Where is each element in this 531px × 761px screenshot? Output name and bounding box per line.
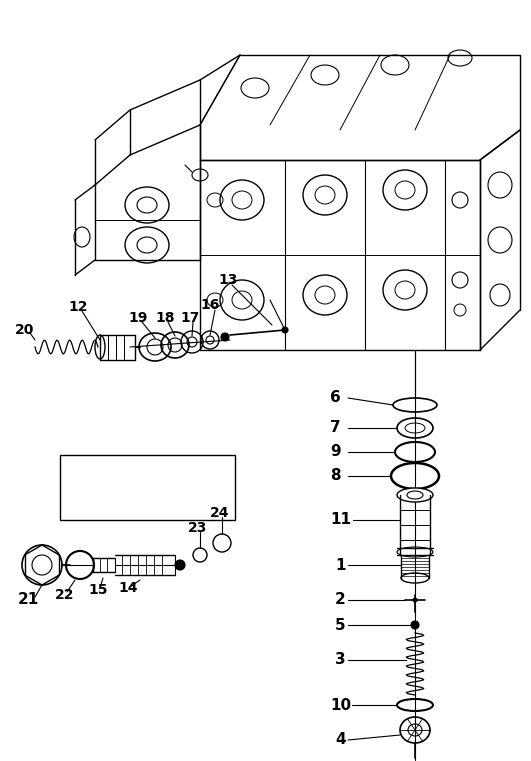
Text: 19: 19 — [128, 311, 148, 325]
Text: 18: 18 — [155, 311, 175, 325]
Text: 9: 9 — [330, 444, 340, 460]
Text: 20: 20 — [15, 323, 35, 337]
Text: 22: 22 — [55, 588, 74, 602]
Ellipse shape — [175, 560, 185, 570]
Text: 11: 11 — [330, 512, 351, 527]
Ellipse shape — [411, 621, 419, 629]
Ellipse shape — [282, 327, 288, 333]
Ellipse shape — [397, 488, 433, 502]
Text: 8: 8 — [330, 469, 340, 483]
Text: 15: 15 — [88, 583, 107, 597]
Text: 21: 21 — [18, 593, 39, 607]
Bar — [60, 455, 235, 520]
Ellipse shape — [221, 333, 229, 341]
Text: 6: 6 — [330, 390, 341, 406]
Text: 13: 13 — [218, 273, 237, 287]
Text: 24: 24 — [210, 506, 229, 520]
Ellipse shape — [413, 598, 417, 602]
Text: 4: 4 — [335, 733, 346, 747]
Text: 1: 1 — [335, 558, 346, 572]
Text: 3: 3 — [335, 652, 346, 667]
Text: 16: 16 — [200, 298, 219, 312]
Text: 2: 2 — [335, 593, 346, 607]
Text: 12: 12 — [68, 300, 88, 314]
Text: 23: 23 — [188, 521, 208, 535]
Text: 10: 10 — [330, 698, 351, 712]
Text: 5: 5 — [335, 617, 346, 632]
Text: 14: 14 — [118, 581, 138, 595]
Text: 7: 7 — [330, 421, 340, 435]
Text: 17: 17 — [180, 311, 199, 325]
